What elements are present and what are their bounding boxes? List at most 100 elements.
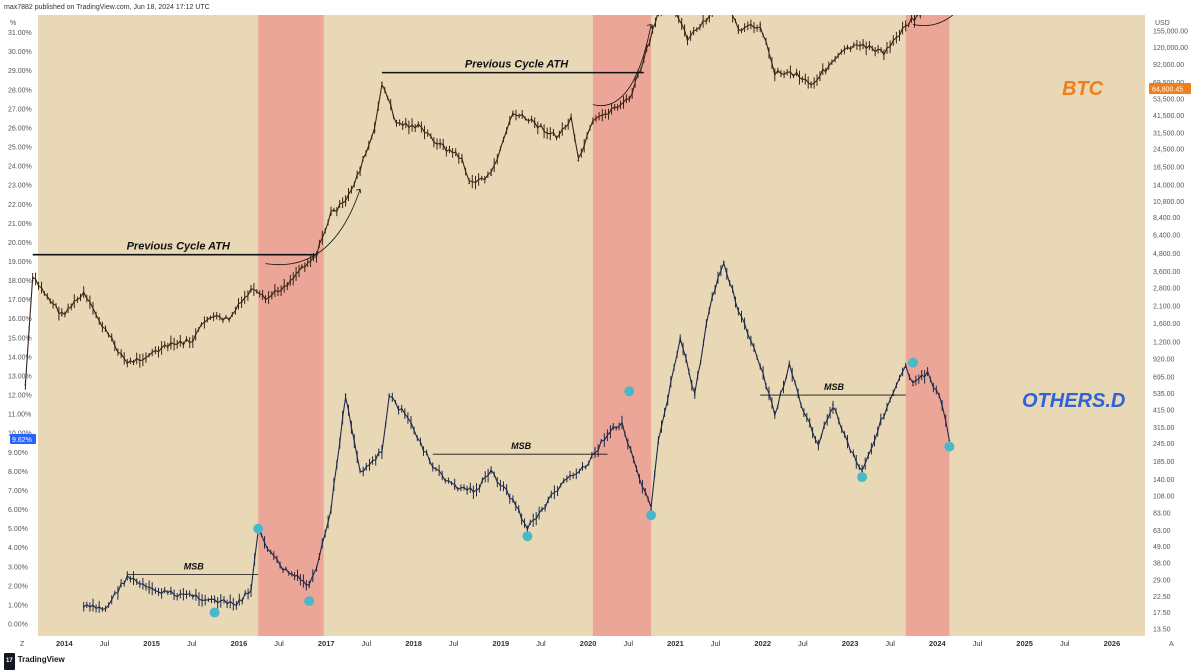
series-line (83, 261, 950, 610)
data-point (584, 466, 587, 469)
right-axis-tick: 29.00 (1153, 578, 1171, 585)
data-point (883, 413, 885, 415)
right-axis-tick: 920.00 (1153, 356, 1175, 363)
right-axis-tick: 185.00 (1153, 459, 1175, 466)
x-axis-tick: 2020 (580, 639, 597, 648)
tradingview-logo[interactable]: 17 TradingView (4, 651, 65, 670)
data-point (388, 394, 391, 396)
x-axis-tick: 2014 (56, 639, 74, 648)
left-axis-tick: 26.00% (8, 125, 32, 132)
right-axis-tick: 6,400.00 (1153, 232, 1180, 239)
data-point (904, 365, 907, 368)
arrow-head (356, 188, 361, 194)
left-axis-tick: 11.00% (8, 412, 31, 419)
left-axis-tick: 15.00% (8, 335, 32, 342)
data-point (693, 394, 696, 396)
left-axis-tick: 1.00% (8, 602, 28, 609)
highlight-band-1 (258, 15, 324, 636)
left-axis-tick: 0.00% (8, 622, 28, 629)
right-axis-tick: 315.00 (1153, 425, 1175, 432)
data-point (344, 201, 347, 204)
data-point (643, 59, 645, 62)
data-point (395, 122, 398, 124)
data-point (490, 174, 492, 176)
left-axis-unit: % (10, 20, 16, 27)
data-point (526, 527, 529, 530)
left-axis-tick: 30.00% (8, 49, 32, 56)
right-axis-tick: 92,000.00 (1153, 62, 1184, 69)
left-axis-tick: 3.00% (8, 564, 28, 571)
markers (209, 357, 955, 618)
bottom-top-marker (253, 523, 264, 534)
data-point (817, 441, 820, 444)
data-point (191, 339, 194, 342)
bottom-top-marker (209, 607, 220, 618)
x-axis-tick: 2015 (143, 639, 160, 648)
right-auto-scale-button[interactable]: A (1169, 641, 1174, 648)
data-point (170, 592, 172, 595)
data-point (439, 144, 441, 146)
left-axis-tick: 24.00% (8, 164, 32, 171)
left-axis-tick: 29.00% (8, 68, 32, 75)
data-point (417, 125, 420, 128)
data-point (708, 308, 711, 310)
x-axis-tick: Jul (798, 639, 808, 648)
data-point (235, 604, 238, 606)
left-axis-tick: 18.00% (8, 278, 32, 285)
data-point (650, 508, 652, 511)
right-axis-tick: 120,000.00 (1153, 45, 1188, 52)
data-point (621, 422, 623, 425)
right-axis-tick: 4,800.00 (1153, 251, 1180, 258)
data-point (104, 329, 107, 332)
data-point (475, 489, 478, 492)
data-point (82, 293, 85, 295)
data-point (592, 122, 594, 124)
right-axis-tick: 8,400.00 (1153, 215, 1180, 222)
others-label: OTHERS.D (1022, 390, 1125, 412)
left-axis-tick: 8.00% (8, 469, 28, 476)
right-axis-tick: 695.00 (1153, 374, 1175, 381)
x-axis-tick: 2021 (667, 639, 684, 648)
left-axis-tick: 16.00% (8, 316, 32, 323)
data-point (148, 354, 150, 356)
btc-price-tag: 64,800.45 (1149, 83, 1191, 94)
data-point (868, 45, 871, 47)
publisher-header: max7882 published on TradingView.com, Ju… (0, 0, 1200, 15)
data-point (228, 318, 230, 320)
arrow-head (647, 24, 652, 29)
left-axis-tick: 21.00% (8, 221, 32, 228)
right-axis-tick: 415.00 (1153, 407, 1175, 414)
data-point (315, 569, 318, 572)
chart-canvas[interactable]: % 31.00% 30.00% 29.00% 28.00% 27.00% 26.00% 25… (0, 15, 1200, 651)
left-axis-tick: 13.00% (8, 373, 32, 380)
data-point (373, 129, 376, 132)
left-axis-tick: 4.00% (8, 545, 28, 552)
data-point (613, 106, 616, 109)
right-axis-tick: 24,500.00 (1153, 147, 1184, 154)
data-point (461, 157, 463, 159)
data-point (250, 588, 252, 591)
tradingview-logo-icon: 17 (4, 653, 15, 670)
right-axis-tick: 83.00 (1153, 510, 1171, 517)
data-point (824, 68, 827, 70)
right-axis-tick: 41,500.00 (1153, 113, 1184, 120)
right-axis-tick: 245.00 (1153, 441, 1175, 448)
data-point (512, 499, 514, 501)
arrow (912, 15, 954, 26)
right-axis-tick: 18,500.00 (1153, 164, 1184, 171)
data-point (723, 260, 725, 263)
left-auto-scale-button[interactable]: Z (20, 641, 25, 648)
data-point (381, 81, 383, 84)
data-point (308, 585, 310, 587)
data-point (803, 413, 805, 415)
data-point (453, 485, 456, 488)
data-point (832, 403, 834, 406)
footer: 17 TradingView (0, 651, 1200, 670)
data-point (679, 337, 681, 339)
left-axis-tick: 28.00% (8, 87, 32, 94)
annotation-label: MSB (824, 382, 845, 392)
right-axis-tick: 1,200.00 (1153, 339, 1180, 346)
right-axis-tick: 53,500.00 (1153, 97, 1184, 104)
right-axis-tick: 10,800.00 (1153, 199, 1184, 206)
data-point (206, 316, 209, 319)
